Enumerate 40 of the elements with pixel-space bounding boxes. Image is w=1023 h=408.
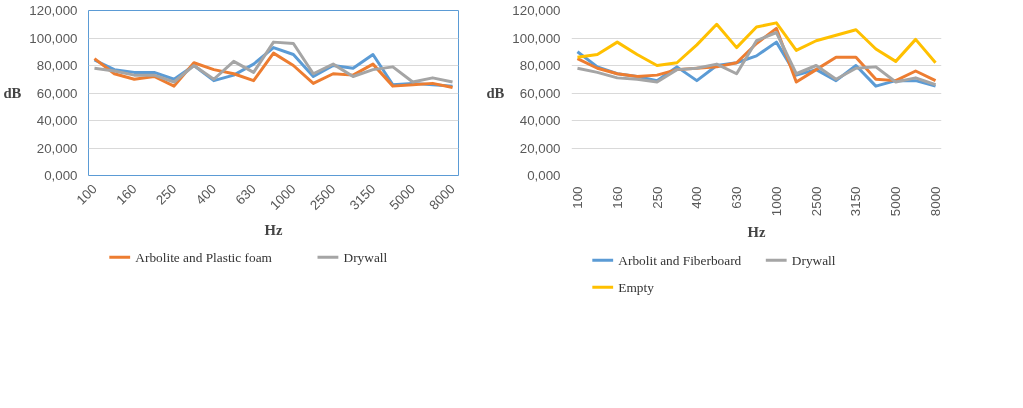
x-tick-label: 250 xyxy=(649,186,665,209)
x-tick-label: 400 xyxy=(192,181,220,208)
y-tick-label: 40,000 xyxy=(519,113,561,128)
x-tick-label: 160 xyxy=(609,186,625,209)
x-tick-label: 160 xyxy=(113,181,140,208)
y-tick-label: 100,000 xyxy=(29,30,78,46)
legend-label: Arbolit and Fiberboard xyxy=(618,252,742,268)
x-tick-label: 630 xyxy=(232,181,259,208)
y-tick-label: 100,000 xyxy=(512,30,561,46)
x-tick-label: 8000 xyxy=(928,186,944,217)
x-tick-label: 100 xyxy=(569,186,585,209)
legend-label: Arbolite and Plastic foam xyxy=(135,249,273,265)
x-tick-label: 250 xyxy=(153,181,180,208)
x-tick-label: 5000 xyxy=(888,186,904,217)
y-tick-label: 60,000 xyxy=(36,85,78,101)
y-tick-label: 0,000 xyxy=(527,168,561,183)
y-tick-label: 80,000 xyxy=(519,58,561,73)
y-tick-label: 60,000 xyxy=(519,85,561,101)
x-tick-label: 3150 xyxy=(848,186,864,217)
x-tick-label: 2500 xyxy=(808,186,824,217)
line-series xyxy=(575,21,938,67)
y-tick-label: 20,000 xyxy=(519,140,561,156)
x-tick-label: 630 xyxy=(729,186,745,209)
x-tick-label: 400 xyxy=(689,186,705,209)
x-axis-title: Hz xyxy=(264,221,283,238)
y-axis-title: dB xyxy=(3,85,22,101)
x-axis-title: Hz xyxy=(747,224,766,241)
legend-label: Drywall xyxy=(343,249,388,265)
y-tick-label: 0,000 xyxy=(44,168,78,183)
y-tick-label: 120,000 xyxy=(29,3,78,18)
legend-label: Drywall xyxy=(791,252,836,268)
line-series xyxy=(92,40,455,84)
x-tick-label: 1000 xyxy=(768,186,784,217)
y-axis-title: dB xyxy=(486,85,505,101)
legend-label: Empty xyxy=(618,279,655,295)
y-tick-label: 40,000 xyxy=(36,113,78,128)
y-tick-label: 120,000 xyxy=(512,3,561,18)
x-tick-label: 100 xyxy=(73,181,100,208)
y-tick-label: 80,000 xyxy=(36,58,78,73)
y-tick-label: 20,000 xyxy=(36,140,78,156)
